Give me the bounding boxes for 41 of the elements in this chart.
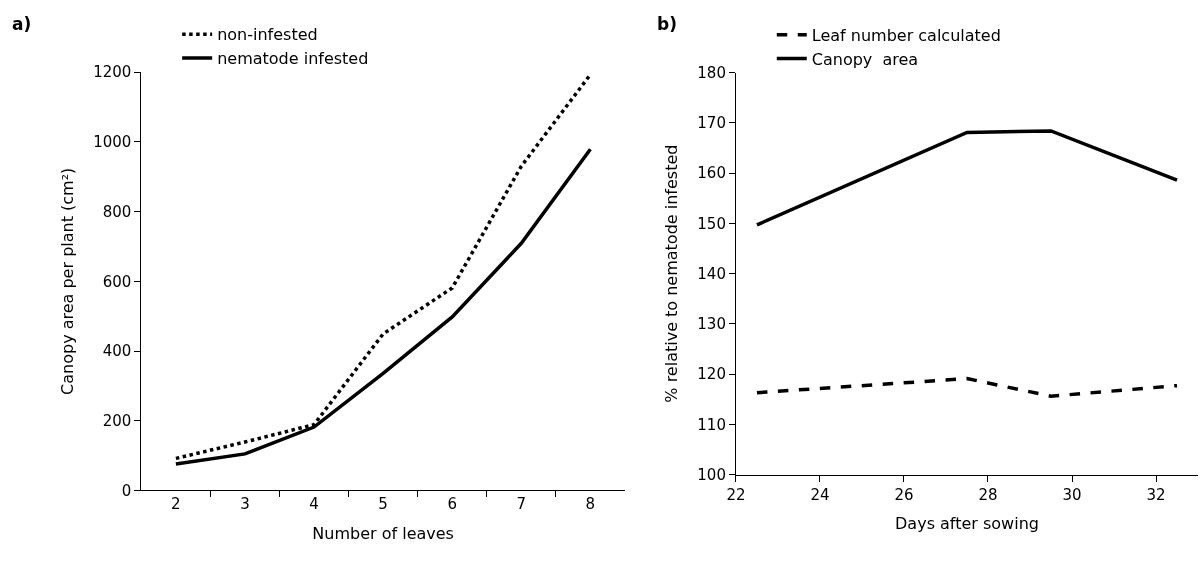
chart-title: b) <box>657 14 677 34</box>
y-tick-label: 150 <box>697 214 726 233</box>
y-tick-label: 110 <box>697 415 726 434</box>
y-tick-label: 100 <box>697 465 726 484</box>
line-series <box>755 376 1179 398</box>
legend-label: Leaf number calculated <box>811 25 1001 45</box>
x-tick-label: 24 <box>810 485 830 504</box>
y-tick-label: 600 <box>102 272 132 291</box>
x-tick-label: 26 <box>894 485 914 504</box>
y-tick-label: 400 <box>102 342 132 361</box>
y-tick-label: 800 <box>102 202 132 221</box>
y-tick-label: 140 <box>697 264 726 283</box>
y-tick-label: 1000 <box>93 133 132 152</box>
x-axis-title: Days after sowing <box>895 514 1039 534</box>
legend-label: Canopy area <box>811 49 919 69</box>
x-tick-label: 8 <box>585 495 596 514</box>
y-tick-label: 0 <box>121 481 132 500</box>
x-tick-label: 5 <box>378 495 388 514</box>
y-tick-label: 180 <box>697 63 726 82</box>
y-tick-label: 170 <box>697 114 726 133</box>
y-tick-label: 130 <box>697 315 726 334</box>
x-tick-label: 2 <box>171 495 181 514</box>
x-tick-label: 28 <box>978 485 998 504</box>
x-tick-label: 4 <box>309 495 319 514</box>
y-tick-label: 1200 <box>93 63 132 82</box>
x-tick-label: 3 <box>240 495 250 514</box>
legend-label: nematode infested <box>217 49 369 69</box>
legend-label: non-infested <box>217 25 318 45</box>
x-tick-label: 30 <box>1062 485 1082 504</box>
y-tick-label: 160 <box>697 164 726 183</box>
y-axis-title: Canopy area per plant (cm²) <box>58 167 78 395</box>
x-axis-title: Number of leaves <box>312 524 454 544</box>
line-series <box>755 129 1179 227</box>
x-tick-label: 32 <box>1146 485 1166 504</box>
x-tick-label: 6 <box>447 495 457 514</box>
y-axis-title: % relative to nematode infested <box>662 144 682 403</box>
x-tick-label: 22 <box>726 485 746 504</box>
y-tick-label: 120 <box>697 365 726 384</box>
y-tick-label: 200 <box>102 412 132 431</box>
chart-title: a) <box>12 14 32 34</box>
x-tick-label: 7 <box>516 495 527 514</box>
